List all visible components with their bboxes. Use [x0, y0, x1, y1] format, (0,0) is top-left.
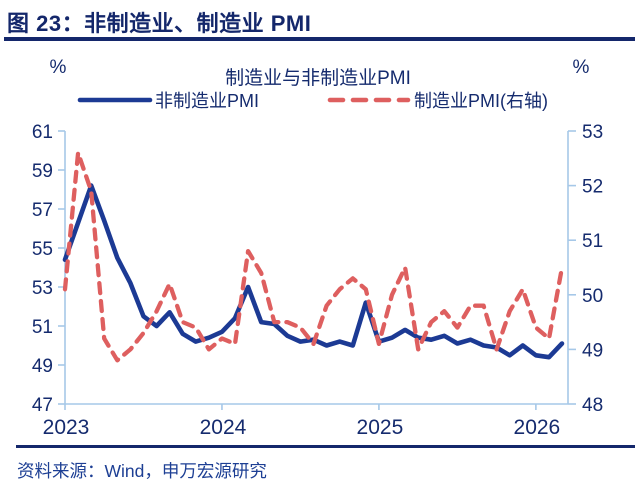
footer-divider	[16, 445, 635, 448]
source-note: 资料来源：Wind，申万宏源研究	[17, 461, 267, 481]
x-axis-tick-label: 2025	[357, 416, 404, 439]
right-axis-tick-label: 53	[582, 122, 603, 143]
nonmanufacturing-pmi-line	[62, 183, 565, 360]
left-axis-tick-label: 57	[32, 200, 53, 221]
left-axis-tick-label: 47	[32, 395, 53, 416]
pmi-chart-canvas: % % 制造业与非制造业PMI 非制造业PMI 制造业PMI(右轴) 61 59 5…	[32, 57, 603, 439]
right-axis-tick-label: 48	[582, 395, 603, 416]
right-axis-tick-label: 51	[582, 231, 603, 252]
left-axis-tick-label: 51	[32, 317, 53, 338]
left-axis-tick-label: 49	[32, 356, 53, 377]
left-axis-tick-label: 55	[32, 239, 53, 260]
legend-label-nonmanufacturing: 非制造业PMI	[155, 91, 259, 111]
right-axis-unit: %	[573, 57, 590, 78]
right-axis-tick-label: 50	[582, 286, 603, 307]
left-axis-tick-label: 61	[32, 122, 53, 143]
left-axis-unit: %	[50, 57, 67, 78]
x-axis-tick-label: 2023	[43, 416, 90, 439]
legend-label-manufacturing: 制造业PMI(右轴)	[414, 91, 548, 111]
right-axis-tick-label: 52	[582, 177, 603, 198]
manufacturing-pmi-line	[62, 150, 565, 363]
chart-legend: 非制造业PMI 制造业PMI(右轴)	[77, 91, 548, 111]
left-axis-tick-label: 59	[32, 161, 53, 182]
left-axis-tick-label: 53	[32, 278, 53, 299]
right-axis-tick-label: 49	[582, 340, 603, 361]
chart-title: 制造业与非制造业PMI	[225, 67, 411, 89]
pmi-chart: % % 制造业与非制造业PMI 非制造业PMI 制造业PMI(右轴) 61 59 5…	[32, 57, 603, 439]
figure-caption: 图 23：非制造业、制造业 PMI	[7, 11, 312, 36]
header-divider	[4, 37, 635, 41]
x-axis-tick-label: 2024	[200, 416, 247, 439]
x-axis-tick-label: 2026	[514, 416, 561, 439]
